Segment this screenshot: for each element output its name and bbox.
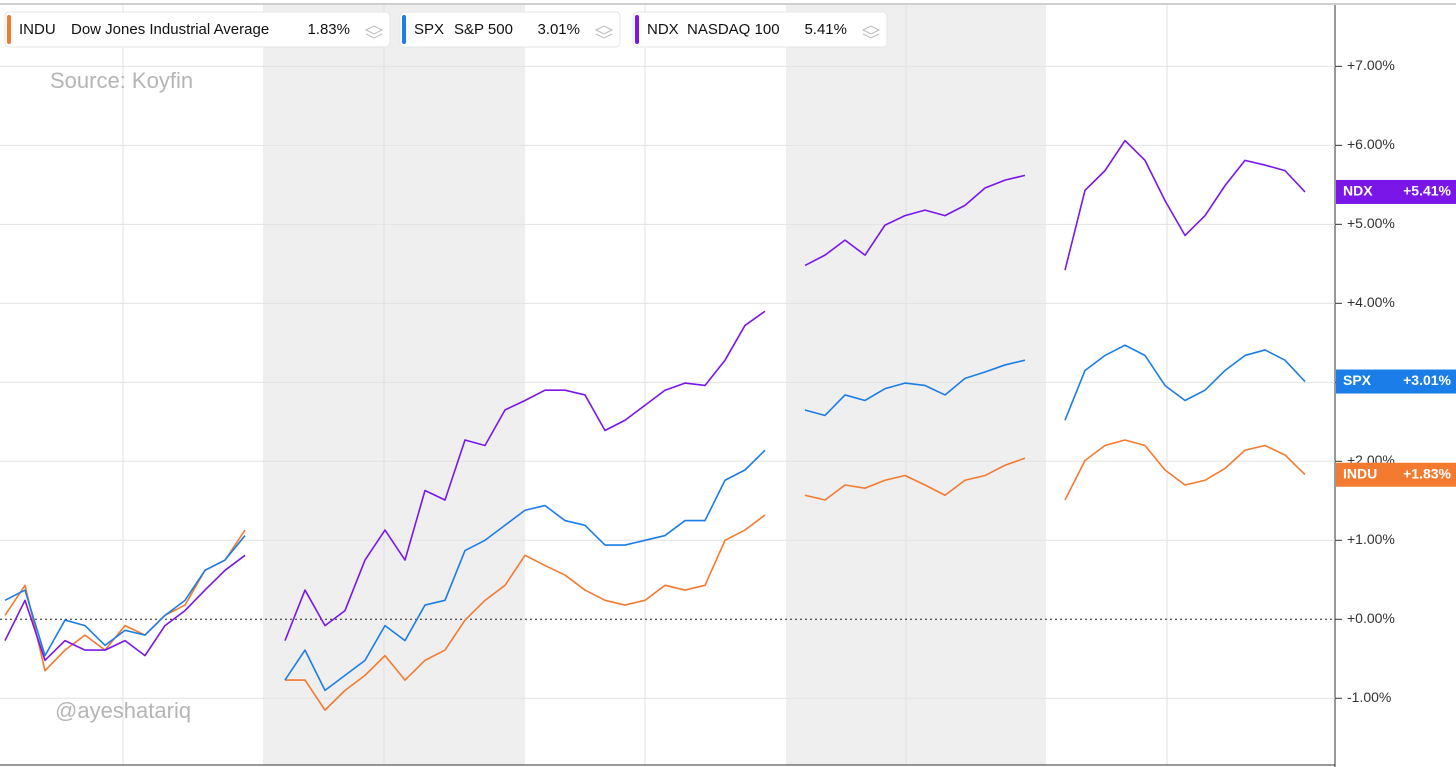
end-tag-symbol: NDX xyxy=(1343,183,1373,199)
legend-description: S&P 500 xyxy=(454,21,513,38)
legend-symbol: INDU xyxy=(19,21,56,38)
legend-box xyxy=(399,11,621,48)
legend-description: Dow Jones Industrial Average xyxy=(71,21,269,38)
end-tags: INDU +1.83% SPX +3.01% NDX +5.41% xyxy=(1336,179,1456,487)
end-tag-value: +3.01% xyxy=(1403,372,1451,388)
legend-change: 1.83% xyxy=(307,21,350,38)
legend-change: 5.41% xyxy=(804,21,847,38)
legend-icon xyxy=(861,25,881,39)
legend-swatch xyxy=(402,15,406,44)
end-tag-symbol: SPX xyxy=(1343,372,1372,388)
lines xyxy=(4,139,1306,711)
y-tick-label: +1.00% xyxy=(1347,531,1395,547)
legend-description: NASDAQ 100 xyxy=(687,21,780,38)
series-line xyxy=(4,439,1306,711)
watermark: @ayeshatariq xyxy=(55,698,191,723)
end-tag xyxy=(1336,462,1456,487)
legend-box xyxy=(632,11,888,48)
y-tick-label: +7.00% xyxy=(1347,57,1395,73)
end-tag-symbol: INDU xyxy=(1343,465,1377,481)
series-line xyxy=(4,139,1306,662)
legend-swatch xyxy=(635,15,639,44)
series-line xyxy=(4,344,1306,692)
y-tick-label: -1.00% xyxy=(1347,689,1391,705)
grid: -1.00%+0.00%+1.00%+2.00%+3.00%+4.00%+5.0… xyxy=(0,57,1395,705)
end-tag-value: +5.41% xyxy=(1403,183,1451,199)
legend: INDU Dow Jones Industrial Average 1.83% SPX… xyxy=(4,11,888,48)
legend-box xyxy=(4,11,391,48)
legend-icon xyxy=(594,25,614,39)
legend-icon xyxy=(364,25,384,39)
legend-swatch xyxy=(7,15,11,44)
legend-change: 3.01% xyxy=(537,21,580,38)
legend-item[interactable]: NDX NASDAQ 100 5.41% xyxy=(632,11,888,48)
end-tag xyxy=(1336,369,1456,394)
source-note: Source: Koyfin xyxy=(50,68,193,93)
y-tick-label: +4.00% xyxy=(1347,294,1395,310)
y-tick-label: +6.00% xyxy=(1347,136,1395,152)
legend-symbol: NDX xyxy=(647,21,679,38)
legend-symbol: SPX xyxy=(414,21,444,38)
legend-item[interactable]: INDU Dow Jones Industrial Average 1.83% xyxy=(4,11,391,48)
end-tag-value: +1.83% xyxy=(1403,465,1451,481)
session-shade xyxy=(263,5,525,765)
end-tag xyxy=(1336,179,1456,204)
y-tick-label: +5.00% xyxy=(1347,215,1395,231)
background xyxy=(0,3,1456,767)
legend-item[interactable]: SPX S&P 500 3.01% xyxy=(399,11,621,48)
y-tick-label: +0.00% xyxy=(1347,610,1395,626)
